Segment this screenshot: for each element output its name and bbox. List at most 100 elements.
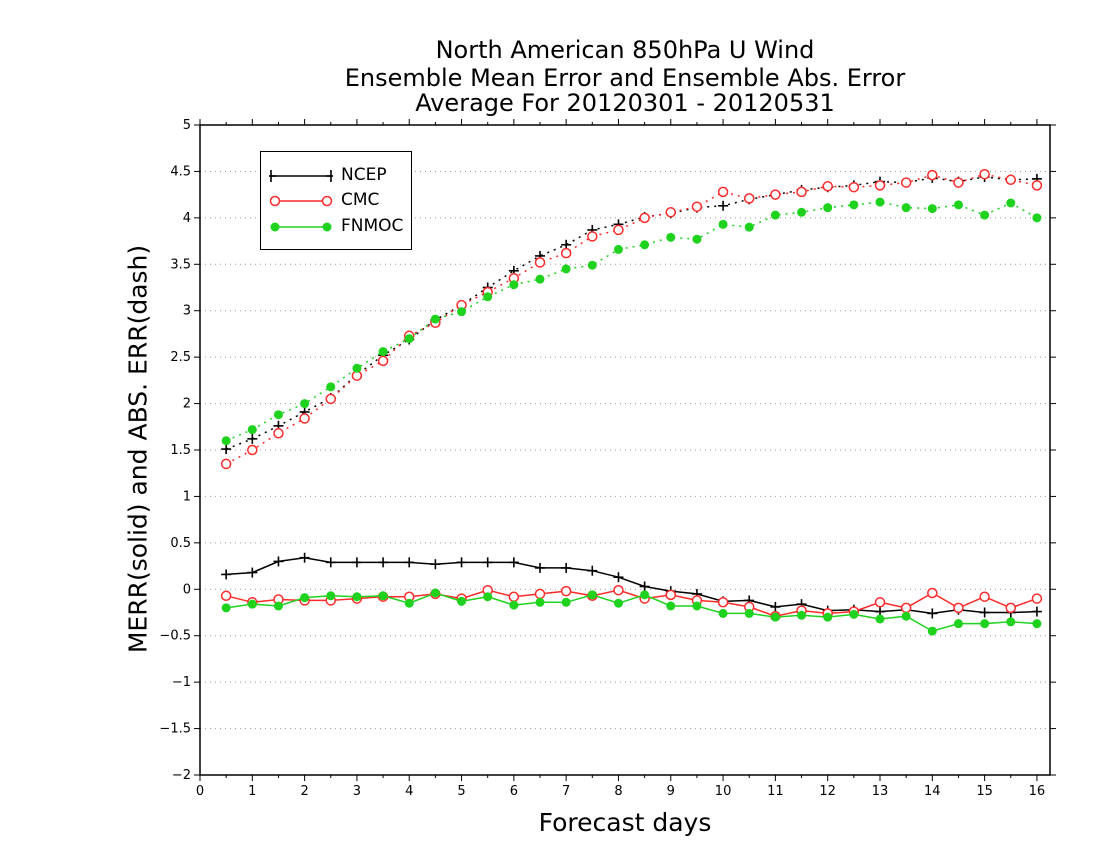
point-cmc-mean-error bbox=[927, 587, 938, 599]
chart-title-line-1: North American 850hPa U Wind bbox=[435, 36, 815, 64]
point-cmc-abs-error bbox=[325, 393, 337, 405]
point-fnmoc-abs-error bbox=[692, 234, 702, 244]
point-cmc-abs-error bbox=[587, 231, 598, 242]
series-line-cmc-mean-error bbox=[226, 589, 1038, 617]
point-fnmoc-abs-error bbox=[1032, 213, 1042, 223]
point-fnmoc-abs-error bbox=[457, 307, 467, 317]
point-cmc-abs-error bbox=[299, 413, 310, 424]
point-fnmoc-abs-error bbox=[1006, 198, 1016, 208]
point-fnmoc-abs-error bbox=[640, 240, 650, 250]
point-fnmoc-mean-error bbox=[849, 609, 859, 619]
legend: NCEP CMC FNMOC bbox=[260, 151, 412, 250]
point-cmc-mean-error bbox=[1031, 593, 1043, 604]
legend-item-fnmoc: FNMOC bbox=[261, 215, 411, 239]
point-fnmoc-mean-error bbox=[430, 588, 440, 598]
point-cmc-abs-error bbox=[796, 186, 807, 198]
point-fnmoc-mean-error bbox=[378, 591, 388, 601]
legend-label-cmc: CMC bbox=[341, 190, 380, 210]
x-tick-label-0: 0 bbox=[196, 784, 204, 799]
point-cmc-abs-error bbox=[613, 224, 624, 236]
point-fnmoc-abs-error bbox=[613, 244, 623, 254]
point-fnmoc-mean-error bbox=[692, 601, 702, 611]
chart-title-line-3: Average For 20120301 - 20120531 bbox=[415, 89, 835, 117]
point-cmc-abs-error bbox=[665, 207, 677, 218]
y-tick-label-4: 0 bbox=[183, 582, 191, 597]
point-fnmoc-abs-error bbox=[535, 274, 545, 284]
point-fnmoc-abs-error bbox=[927, 204, 937, 214]
point-cmc-abs-error bbox=[691, 201, 703, 212]
point-fnmoc-mean-error bbox=[875, 614, 885, 624]
point-cmc-abs-error bbox=[1005, 174, 1017, 186]
point-fnmoc-abs-error bbox=[953, 200, 963, 210]
point-fnmoc-mean-error bbox=[352, 592, 362, 602]
point-fnmoc-abs-error bbox=[587, 260, 597, 270]
point-cmc-abs-error bbox=[822, 181, 833, 192]
point-fnmoc-mean-error bbox=[640, 590, 650, 600]
point-cmc-mean-error bbox=[874, 597, 886, 608]
point-cmc-abs-error bbox=[874, 180, 886, 191]
point-cmc-abs-error bbox=[220, 458, 232, 470]
y-tick-label-11: 3.5 bbox=[170, 257, 191, 272]
y-tick-label-7: 1.5 bbox=[170, 443, 191, 458]
point-cmc-mean-error bbox=[220, 590, 232, 602]
point-fnmoc-mean-error bbox=[953, 619, 963, 629]
x-tick-label-11: 11 bbox=[767, 784, 784, 799]
point-fnmoc-mean-error bbox=[823, 612, 833, 622]
point-fnmoc-abs-error bbox=[430, 314, 440, 324]
point-cmc-mean-error bbox=[613, 584, 624, 596]
x-tick-label-3: 3 bbox=[353, 784, 361, 799]
point-cmc-mean-error bbox=[534, 588, 546, 600]
point-fnmoc-abs-error bbox=[221, 436, 231, 446]
point-fnmoc-abs-error bbox=[509, 280, 519, 290]
point-fnmoc-abs-error bbox=[823, 203, 833, 213]
point-fnmoc-mean-error bbox=[980, 619, 990, 629]
point-fnmoc-abs-error bbox=[875, 197, 885, 207]
y-tick-label-0: −2 bbox=[172, 768, 191, 783]
point-cmc-abs-error bbox=[247, 444, 258, 456]
legend-item-ncep: NCEP bbox=[261, 164, 411, 188]
x-axis-label: Forecast days bbox=[538, 808, 712, 837]
x-tick-label-15: 15 bbox=[976, 784, 993, 799]
legend-swatch-cmc bbox=[269, 195, 333, 207]
x-tick-label-6: 6 bbox=[510, 784, 518, 799]
point-cmc-abs-error bbox=[639, 212, 650, 224]
point-cmc-mean-error bbox=[1005, 602, 1017, 614]
point-fnmoc-mean-error bbox=[1006, 617, 1016, 627]
point-fnmoc-mean-error bbox=[457, 596, 467, 606]
point-fnmoc-mean-error bbox=[509, 600, 519, 610]
chart-title-line-2: Ensemble Mean Error and Ensemble Abs. Er… bbox=[344, 64, 906, 92]
point-fnmoc-mean-error bbox=[927, 626, 937, 636]
point-cmc-mean-error bbox=[953, 602, 964, 614]
point-fnmoc-mean-error bbox=[770, 612, 780, 622]
y-tick-label-10: 3 bbox=[183, 304, 191, 319]
x-tick-label-14: 14 bbox=[924, 784, 941, 799]
point-cmc-mean-error bbox=[979, 591, 990, 602]
point-fnmoc-mean-error bbox=[718, 608, 728, 618]
point-fnmoc-abs-error bbox=[744, 222, 754, 232]
point-fnmoc-abs-error bbox=[378, 347, 388, 357]
y-tick-label-1: −1.5 bbox=[159, 722, 191, 737]
point-cmc-abs-error bbox=[534, 257, 546, 268]
point-cmc-abs-error bbox=[900, 177, 912, 188]
point-fnmoc-mean-error bbox=[404, 598, 414, 608]
y-tick-label-5: 0.5 bbox=[170, 536, 191, 551]
point-fnmoc-mean-error bbox=[561, 597, 571, 607]
x-tick-label-16: 16 bbox=[1029, 784, 1046, 799]
point-fnmoc-mean-error bbox=[221, 603, 231, 613]
point-cmc-mean-error bbox=[900, 602, 912, 614]
point-cmc-mean-error bbox=[665, 589, 677, 601]
x-tick-label-4: 4 bbox=[405, 784, 413, 799]
point-fnmoc-abs-error bbox=[404, 334, 414, 344]
y-tick-label-2: −1 bbox=[172, 675, 191, 690]
x-tick-label-5: 5 bbox=[457, 784, 465, 799]
point-cmc-mean-error bbox=[560, 585, 572, 597]
point-cmc-abs-error bbox=[377, 355, 389, 367]
x-tick-label-8: 8 bbox=[614, 784, 622, 799]
point-fnmoc-abs-error bbox=[797, 207, 807, 217]
point-fnmoc-mean-error bbox=[1032, 619, 1042, 629]
point-fnmoc-mean-error bbox=[300, 593, 310, 603]
legend-swatch-ncep bbox=[269, 170, 333, 182]
x-tick-label-13: 13 bbox=[872, 784, 889, 799]
point-fnmoc-abs-error bbox=[300, 399, 310, 409]
